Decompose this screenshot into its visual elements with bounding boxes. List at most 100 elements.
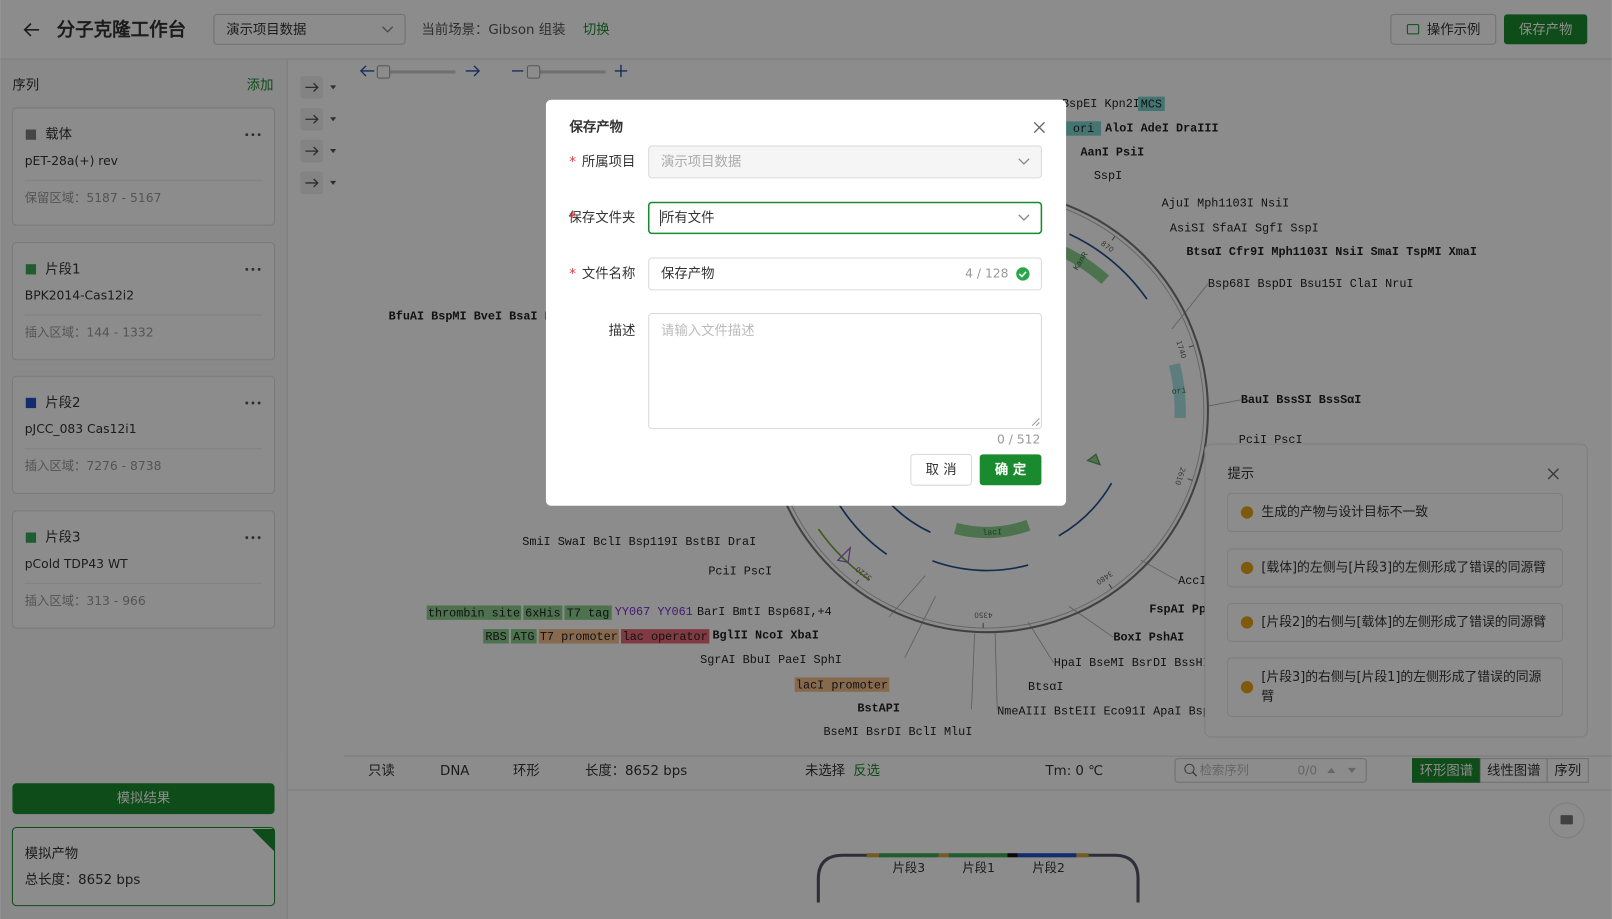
- tool-icon: [305, 178, 319, 188]
- enzyme-label: AccI: [1178, 574, 1206, 588]
- leader-line: [904, 596, 936, 659]
- enzyme-label: Bsp68I BspDI Bsu15I ClaI NruI: [1208, 277, 1414, 291]
- simulate-button[interactable]: [12, 783, 275, 815]
- slider-handle[interactable]: [526, 65, 541, 79]
- card-region: 插入区域：313 - 966: [25, 594, 146, 608]
- linear-segment: [1017, 853, 1077, 858]
- more-icon: [257, 536, 261, 540]
- more-icon: [245, 401, 249, 405]
- add-link[interactable]: 添加: [247, 77, 274, 93]
- input[interactable]: [648, 257, 1042, 291]
- enzyme-label: BspEI Kpn2I: [1062, 97, 1140, 111]
- placeholder: 请输入文件描述: [661, 323, 755, 339]
- sequence-card[interactable]: [11, 107, 276, 226]
- tool-icon: [305, 114, 319, 124]
- input[interactable]: [648, 313, 1042, 430]
- view-tab[interactable]: [1546, 758, 1589, 783]
- linear-segment: [866, 853, 879, 858]
- search-nav: [1327, 767, 1356, 774]
- search-box[interactable]: [1174, 758, 1367, 783]
- tab-label[interactable]: 环形图谱: [1420, 763, 1473, 779]
- leader-line: [1027, 621, 1055, 664]
- enzyme-label: BstAPI: [857, 701, 900, 715]
- more-icon: [257, 133, 261, 137]
- dropdown-arrow: [330, 180, 337, 186]
- project-select[interactable]: [213, 13, 406, 45]
- hints-title: 提示: [1227, 466, 1254, 482]
- leader-line: [888, 575, 926, 618]
- resize-handle: [1031, 418, 1040, 426]
- ring-tick: [1188, 345, 1194, 348]
- tool-icon: [305, 146, 319, 156]
- ring-tick-label: 4350: [974, 611, 993, 620]
- button-label: 模拟结果: [117, 791, 170, 807]
- slider-handle[interactable]: [376, 65, 391, 79]
- feature-arc: [1168, 363, 1186, 419]
- scene-label: 当前场景：Gibson 组装: [422, 21, 566, 38]
- warning-icon: [1240, 616, 1254, 629]
- confirm-button[interactable]: [979, 454, 1042, 486]
- sequence-card[interactable]: [11, 242, 276, 361]
- status-text: 只读: [368, 763, 395, 779]
- card-name: pCold TDP43 WT: [25, 557, 128, 571]
- ring-tick: [1111, 235, 1116, 241]
- chevron: [1018, 158, 1030, 165]
- card-type: 载体: [45, 127, 72, 143]
- card-type: 片段1: [45, 261, 80, 277]
- more-icon: [251, 267, 255, 271]
- tab-label[interactable]: 序列: [1554, 763, 1581, 779]
- button-label[interactable]: 取 消: [926, 462, 957, 478]
- zoom-control: [465, 65, 481, 77]
- status-text: 环形: [513, 763, 540, 779]
- ring-tick: [1187, 478, 1193, 481]
- feature-box: [523, 605, 563, 620]
- save-button[interactable]: [1503, 14, 1588, 45]
- field-label: 保存文件夹: [569, 210, 636, 226]
- close-icon: [1547, 468, 1559, 480]
- feature-marker: [1086, 453, 1102, 466]
- video-icon: [1406, 24, 1420, 35]
- button-label[interactable]: 确 定: [995, 461, 1027, 478]
- chevron: [382, 26, 394, 33]
- feature-label: T7 promoter: [540, 630, 618, 644]
- input[interactable]: [647, 201, 1043, 235]
- invert-link[interactable]: 反选: [853, 763, 880, 779]
- product-title: 模拟产物: [25, 846, 78, 862]
- feature-label: lacI promoter: [796, 678, 888, 692]
- hint-text: [片段2]的右侧与[载体]的左侧形成了错误的同源臂: [1261, 614, 1546, 630]
- tab-label[interactable]: 线性图谱: [1487, 763, 1540, 779]
- card-color: [25, 264, 37, 275]
- enzyme-label: BglII NcoI XbaI: [712, 628, 818, 642]
- feature-arrow: [838, 503, 888, 556]
- switch-link[interactable]: 切换: [583, 22, 610, 38]
- modal-title: 保存产物: [569, 118, 623, 135]
- enzyme-label: BseMI BsrDI BclI MluI: [823, 725, 972, 739]
- input-value: 演示项目数据: [661, 154, 741, 170]
- ring-tick: [855, 579, 860, 585]
- more-icon: [251, 536, 255, 540]
- close-icon: [1033, 121, 1045, 134]
- enzyme-label: BfuAI BspMI BveI BsaI B: [389, 310, 552, 324]
- feature-box: [1066, 121, 1102, 136]
- divider: [287, 755, 1612, 791]
- card-region: 插入区域：144 - 1332: [25, 326, 154, 340]
- example-button[interactable]: [1390, 13, 1497, 45]
- segment-label: 片段3: [893, 860, 926, 875]
- product-card[interactable]: [11, 826, 276, 907]
- sequence-card[interactable]: [11, 510, 276, 629]
- more-icon: [245, 133, 249, 137]
- sequence-card[interactable]: [11, 375, 276, 494]
- feature-box: [538, 629, 619, 644]
- segment-label: 片段2: [1032, 860, 1065, 875]
- feature-label: MCS: [1141, 97, 1162, 111]
- required-mark: *: [569, 211, 576, 226]
- zoom-control: [359, 65, 375, 77]
- char-count: 0 / 512: [997, 432, 1040, 446]
- enzyme-label: BtsαI: [1028, 680, 1063, 694]
- search-count: 0/0: [1297, 763, 1317, 777]
- hint-item: [1226, 602, 1564, 642]
- more-icon: [251, 401, 255, 405]
- search-placeholder: 检索序列: [1200, 762, 1249, 777]
- cancel-button[interactable]: [910, 453, 973, 486]
